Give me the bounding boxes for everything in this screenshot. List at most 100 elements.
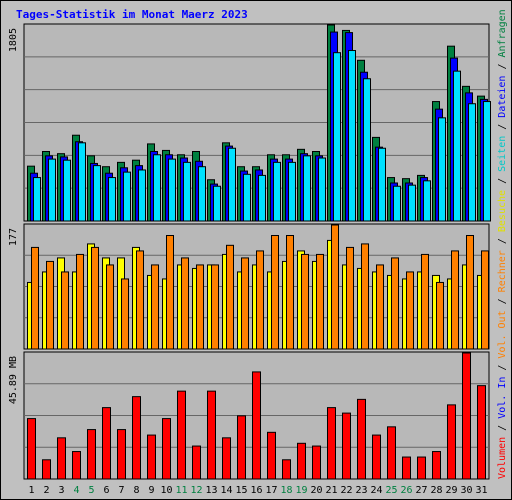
day-label-27: 27 bbox=[415, 485, 427, 496]
bar-volumen-day-3 bbox=[57, 437, 66, 480]
bar-volumen-day-18 bbox=[282, 459, 291, 480]
day-label-14: 14 bbox=[220, 485, 232, 496]
day-label-24: 24 bbox=[370, 485, 382, 496]
day-label-25: 25 bbox=[385, 485, 397, 496]
day-label-3: 3 bbox=[58, 485, 64, 496]
bar-volumen-day-17 bbox=[267, 431, 276, 480]
bar-rechner-day-21 bbox=[331, 224, 339, 350]
bar-seiten-day-11 bbox=[183, 161, 191, 222]
bar-seiten-day-28 bbox=[438, 117, 446, 222]
bar-rechner-day-1 bbox=[31, 246, 39, 350]
bar-rechner-day-24 bbox=[376, 264, 384, 350]
bar-volumen-day-25 bbox=[387, 426, 396, 480]
bar-rechner-day-30 bbox=[466, 235, 474, 350]
bar-volumen-day-1 bbox=[27, 418, 36, 480]
bar-rechner-day-27 bbox=[421, 253, 429, 350]
day-label-13: 13 bbox=[205, 485, 217, 496]
bar-volumen-day-28 bbox=[432, 451, 441, 480]
day-label-9: 9 bbox=[148, 485, 154, 496]
day-label-5: 5 bbox=[88, 485, 94, 496]
bar-rechner-day-23 bbox=[361, 243, 369, 350]
bar-rechner-day-14 bbox=[226, 244, 234, 350]
day-label-11: 11 bbox=[175, 485, 187, 496]
day-label-23: 23 bbox=[355, 485, 367, 496]
day-label-20: 20 bbox=[310, 485, 322, 496]
bar-volumen-day-29 bbox=[447, 404, 456, 480]
right-legend: Volumen / Vol. In / Vol. Out / Rechner /… bbox=[497, 9, 508, 479]
day-label-29: 29 bbox=[445, 485, 457, 496]
bar-volumen-day-15 bbox=[237, 415, 246, 480]
bar-rechner-day-20 bbox=[316, 253, 324, 350]
bar-volumen-day-14 bbox=[222, 437, 231, 480]
bar-volumen-day-11 bbox=[177, 390, 186, 480]
legend-separator: / bbox=[497, 172, 508, 190]
bar-seiten-day-24 bbox=[378, 147, 386, 222]
legend-anfragen: Anfragen bbox=[497, 9, 508, 57]
day-label-31: 31 bbox=[475, 485, 487, 496]
bar-rechner-day-6 bbox=[106, 264, 114, 350]
bar-seiten-day-6 bbox=[108, 177, 116, 222]
bar-seiten-day-15 bbox=[243, 173, 251, 222]
legend-separator: / bbox=[497, 419, 508, 437]
day-label-2: 2 bbox=[43, 485, 49, 496]
bar-rechner-day-11 bbox=[181, 257, 189, 350]
bar-rechner-day-9 bbox=[151, 264, 159, 350]
bar-volumen-day-16 bbox=[252, 371, 261, 480]
bar-seiten-day-18 bbox=[288, 161, 296, 222]
bar-rechner-day-12 bbox=[196, 264, 204, 350]
legend-separator: / bbox=[497, 359, 508, 377]
ymax-label-top: 1805 bbox=[8, 28, 19, 52]
bar-volumen-day-26 bbox=[402, 456, 411, 480]
day-label-15: 15 bbox=[235, 485, 247, 496]
bar-volumen-day-21 bbox=[327, 407, 336, 480]
bar-volumen-day-31 bbox=[477, 385, 486, 480]
bar-rechner-day-22 bbox=[346, 246, 354, 350]
legend-separator: / bbox=[497, 57, 508, 75]
day-label-8: 8 bbox=[133, 485, 139, 496]
bar-seiten-day-25 bbox=[393, 185, 401, 222]
bar-volumen-day-9 bbox=[147, 434, 156, 480]
bar-rechner-day-18 bbox=[286, 235, 294, 350]
ymax-label-middle: 177 bbox=[8, 228, 19, 246]
bar-rechner-day-17 bbox=[271, 235, 279, 350]
bar-seiten-day-27 bbox=[423, 180, 431, 222]
bar-volumen-day-24 bbox=[372, 434, 381, 480]
bar-seiten-day-17 bbox=[273, 161, 281, 222]
bar-seiten-day-2 bbox=[48, 158, 56, 222]
legend-volumen: Volumen bbox=[497, 437, 508, 479]
bar-rechner-day-16 bbox=[256, 250, 264, 350]
bar-seiten-day-22 bbox=[348, 50, 356, 222]
bar-seiten-day-8 bbox=[138, 169, 146, 222]
bar-seiten-day-10 bbox=[168, 158, 176, 222]
day-label-12: 12 bbox=[190, 485, 202, 496]
bar-volumen-day-10 bbox=[162, 418, 171, 480]
bar-seiten-day-20 bbox=[318, 157, 326, 222]
day-label-18: 18 bbox=[280, 485, 292, 496]
bar-seiten-day-7 bbox=[123, 171, 131, 222]
bar-seiten-day-5 bbox=[93, 165, 101, 222]
day-label-7: 7 bbox=[118, 485, 124, 496]
bar-rechner-day-25 bbox=[391, 257, 399, 350]
legend-volin: Vol. In bbox=[497, 377, 508, 419]
bar-volumen-day-27 bbox=[417, 456, 426, 480]
bar-seiten-day-19 bbox=[303, 155, 311, 222]
bar-volumen-day-7 bbox=[117, 429, 126, 480]
bar-volumen-day-23 bbox=[357, 398, 366, 480]
bar-seiten-day-13 bbox=[213, 185, 221, 222]
day-label-10: 10 bbox=[160, 485, 172, 496]
ymax-label-bottom: 45.89 MB bbox=[8, 356, 19, 404]
bar-rechner-day-26 bbox=[406, 271, 414, 350]
legend-separator: / bbox=[497, 232, 508, 250]
legend-volout: Vol. Out bbox=[497, 310, 508, 358]
bar-rechner-day-10 bbox=[166, 235, 174, 350]
day-label-1: 1 bbox=[28, 485, 34, 496]
bar-seiten-day-29 bbox=[453, 70, 461, 222]
bar-rechner-day-5 bbox=[91, 246, 99, 350]
bar-rechner-day-29 bbox=[451, 250, 459, 350]
legend-rechner: Rechner bbox=[497, 250, 508, 292]
bar-seiten-day-1 bbox=[33, 177, 41, 222]
day-label-26: 26 bbox=[400, 485, 412, 496]
bar-rechner-day-2 bbox=[46, 260, 54, 350]
day-label-21: 21 bbox=[325, 485, 337, 496]
